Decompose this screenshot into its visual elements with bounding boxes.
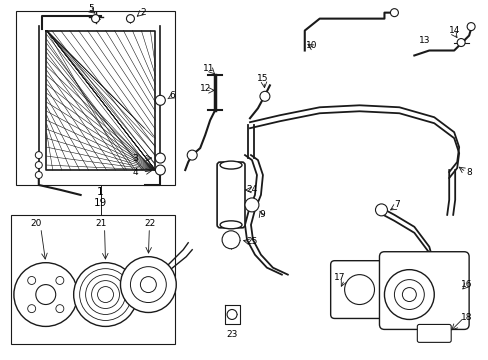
Text: 19: 19 (94, 198, 107, 208)
Text: 7: 7 (394, 201, 400, 210)
Text: 23: 23 (226, 330, 237, 339)
Text: 3: 3 (132, 154, 138, 163)
Text: 22: 22 (144, 219, 156, 228)
Ellipse shape (220, 221, 242, 229)
Circle shape (14, 263, 78, 327)
Circle shape (456, 39, 464, 46)
Circle shape (56, 276, 64, 284)
Text: 10: 10 (305, 41, 317, 50)
Text: 24: 24 (246, 185, 257, 194)
Circle shape (402, 288, 415, 302)
Circle shape (80, 269, 131, 320)
Text: 6: 6 (169, 91, 175, 100)
Circle shape (120, 257, 176, 312)
Bar (16, 11, 175, 185)
FancyBboxPatch shape (379, 252, 468, 329)
Text: 25: 25 (246, 237, 257, 246)
Circle shape (244, 198, 259, 212)
Circle shape (187, 150, 197, 160)
Bar (153, 28, 160, 171)
Text: 21: 21 (95, 219, 106, 228)
Text: 18: 18 (461, 313, 472, 322)
Circle shape (260, 91, 269, 101)
Circle shape (466, 23, 474, 31)
Circle shape (35, 162, 42, 168)
Text: 9: 9 (259, 210, 264, 219)
Ellipse shape (220, 161, 242, 169)
Circle shape (85, 275, 125, 315)
Bar (11, 215, 175, 345)
FancyBboxPatch shape (217, 162, 244, 228)
Circle shape (155, 153, 165, 163)
Text: 1: 1 (97, 187, 103, 197)
Text: 15: 15 (257, 74, 268, 83)
Circle shape (384, 270, 433, 319)
Circle shape (28, 276, 36, 284)
Circle shape (74, 263, 137, 327)
Circle shape (35, 171, 42, 179)
FancyBboxPatch shape (416, 324, 450, 342)
Text: 2: 2 (140, 8, 146, 17)
Circle shape (91, 15, 100, 23)
Circle shape (56, 305, 64, 312)
Circle shape (140, 276, 156, 293)
Circle shape (394, 280, 424, 310)
Text: 12: 12 (199, 84, 210, 93)
Circle shape (35, 152, 42, 159)
Circle shape (344, 275, 374, 305)
Circle shape (36, 285, 56, 305)
FancyBboxPatch shape (330, 261, 387, 319)
Text: 14: 14 (447, 26, 459, 35)
Circle shape (222, 231, 240, 249)
Text: 4: 4 (132, 167, 138, 176)
Circle shape (130, 267, 166, 302)
Text: 17: 17 (333, 273, 345, 282)
Circle shape (155, 165, 165, 175)
Text: 8: 8 (465, 167, 471, 176)
Circle shape (126, 15, 134, 23)
Text: 5: 5 (88, 4, 94, 13)
Text: 16: 16 (461, 280, 472, 289)
Circle shape (375, 204, 386, 216)
Circle shape (28, 305, 36, 312)
Circle shape (155, 95, 165, 105)
Text: 13: 13 (418, 36, 429, 45)
Circle shape (389, 9, 398, 17)
Circle shape (226, 310, 237, 319)
Text: 11: 11 (203, 64, 214, 73)
Circle shape (91, 280, 119, 309)
Text: 20: 20 (30, 219, 41, 228)
Bar (39, 28, 46, 171)
Circle shape (98, 287, 113, 302)
